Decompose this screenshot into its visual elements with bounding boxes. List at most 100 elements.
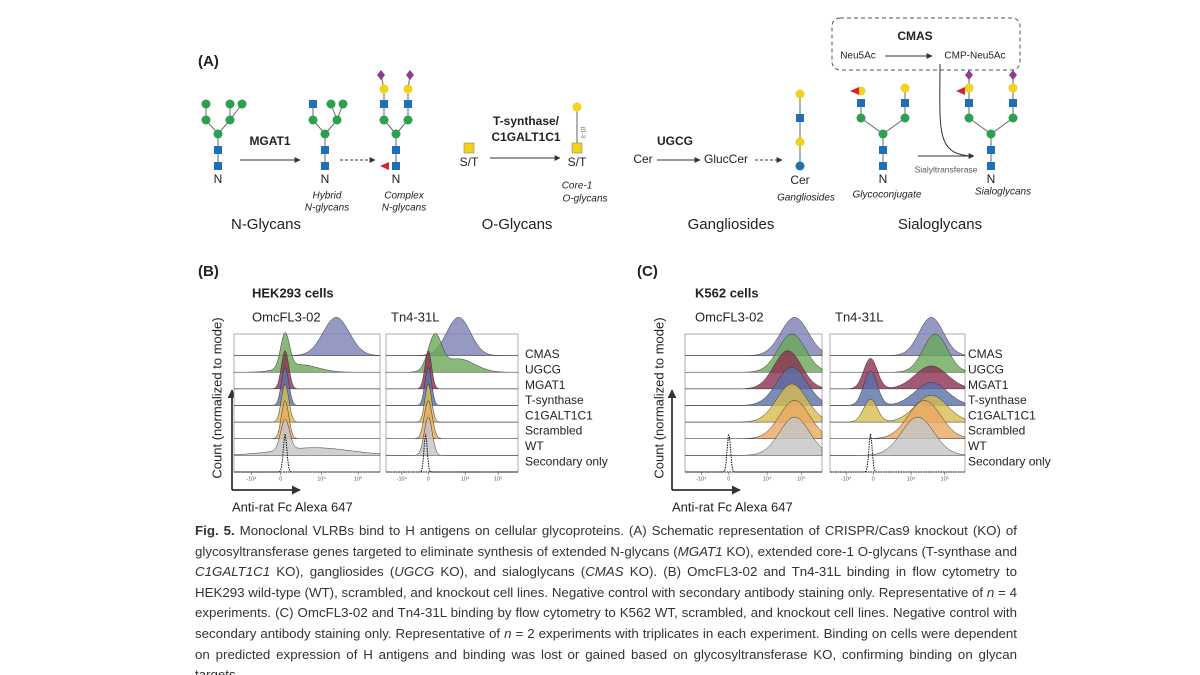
caption-text: KO). (B) OmcFL3-02 and Tn4-31L binding i… [195,564,1017,600]
monosaccharide [214,162,222,170]
caption-text: CMAS [585,564,624,580]
product-label: Gangliosides [777,193,835,204]
histogram [385,333,519,373]
enzyme: T-synthase/ [493,114,560,128]
bond [990,117,1014,135]
legend-entry: UGCG [968,362,1004,376]
caption-text: = 2 experiments with triplicates in each… [195,625,1017,675]
histogram [829,358,966,390]
activated: CMP-Neu5Ac [944,51,1005,62]
monosaccharide [225,99,235,109]
cell-line: HEK293 cells [252,285,334,300]
histogram [233,317,381,356]
y-axis-label: Count (normalized to mode) [209,317,224,478]
product-label: O-glycans [562,194,607,205]
substrate-label: Glycoconjugate [853,190,922,201]
x-tick-label: 10⁵ [354,475,362,482]
n-label: N [321,172,330,186]
group-title: N-Glycans [231,216,301,233]
monosaccharide [956,87,965,95]
monosaccharide [900,113,910,123]
caption-text: KO), gangliosides ( [270,564,395,580]
histogram [386,433,518,473]
substrate: Cer [633,152,652,166]
monosaccharide [380,162,389,170]
panel-label: (B) [198,263,219,280]
group-title: Gangliosides [688,216,775,233]
legend-entry: WT [525,439,544,453]
legend-entry: UGCG [525,362,561,376]
histogram [385,400,519,439]
n-label: N [987,172,996,186]
monosaccharide [879,146,887,154]
histogram [233,366,381,406]
histogram [684,416,823,456]
caption-text: n [986,584,995,600]
monosaccharide [404,100,412,108]
monosaccharide [213,129,223,139]
histogram [233,418,381,456]
bond [882,117,906,135]
monosaccharide [463,142,475,154]
monosaccharide [795,137,805,147]
enzyme: C1GALT1C1 [491,130,560,144]
x-tick-label: 10⁴ [907,475,916,482]
glycan-symbols [201,70,1018,171]
antibody: Tn4-31L [835,309,883,324]
x-tick-label: 10⁴ [763,475,772,482]
caption: Fig. 5. Monoclonal VLRBs bind to H antig… [195,521,1017,675]
monosaccharide [1009,99,1017,107]
n-label: N [392,172,401,186]
histogram [233,350,381,390]
legend-entry: T-synthase [525,393,584,407]
product-label: Core-1 [562,181,593,192]
monosaccharide [795,89,805,99]
histogram [830,433,965,473]
product-label: N-glycans [382,203,426,214]
n-glycans: MGAT1 N N N Hybrid N-glycans Complex N-g… [214,134,427,233]
histograms: -10⁴ 0 10⁴ 10⁵ -10⁴ 0 10⁴ 10⁵CMASUGCGMGAT1T-syn… [233,317,1051,482]
monosaccharide [571,142,583,154]
caption-text: UGCG [394,564,435,580]
monosaccharide [309,100,317,108]
monosaccharide [964,83,974,93]
group-title: Sialoglycans [898,216,982,233]
caption-text: C1GALT1C1 [195,564,271,580]
monosaccharide [795,161,805,171]
histogram [385,417,519,456]
intermediate: GlucCer [704,152,748,166]
x-tick-label: 0 [279,476,282,482]
x-tick-label: 0 [872,476,875,482]
caption-text: Monoclonal VLRBs bind to H antigens on c… [195,523,1017,559]
legend-entry: MGAT1 [525,378,566,392]
monosaccharide [321,162,329,170]
group-title: O-Glycans [482,216,553,233]
monosaccharide [338,99,348,109]
monosaccharide [1009,70,1017,80]
caption-text: MGAT1 [677,543,723,559]
legend-entry: C1GALT1C1 [968,408,1036,422]
monosaccharide [857,99,865,107]
histogram [233,399,381,439]
panel-label: (A) [198,53,219,70]
monosaccharide [964,113,974,123]
monosaccharide [403,115,413,125]
monosaccharide [225,115,235,125]
arrow [939,63,975,159]
monosaccharide [332,115,342,125]
x-tick-label: 10⁵ [797,475,805,482]
monosaccharide [201,99,211,109]
monosaccharide [965,99,973,107]
monosaccharide [987,146,995,154]
monosaccharide [879,162,887,170]
antibody: Tn4-31L [391,309,439,324]
monosaccharide [850,87,859,95]
x-tick-label: -10⁴ [841,475,852,482]
monosaccharide [308,115,318,125]
antibody: OmcFL3-02 [695,309,764,324]
antibody: OmcFL3-02 [252,309,321,324]
monosaccharide [572,102,582,112]
monosaccharide [901,99,909,107]
product-label: Complex [384,191,424,202]
x-tick-label: 10⁴ [461,475,470,482]
